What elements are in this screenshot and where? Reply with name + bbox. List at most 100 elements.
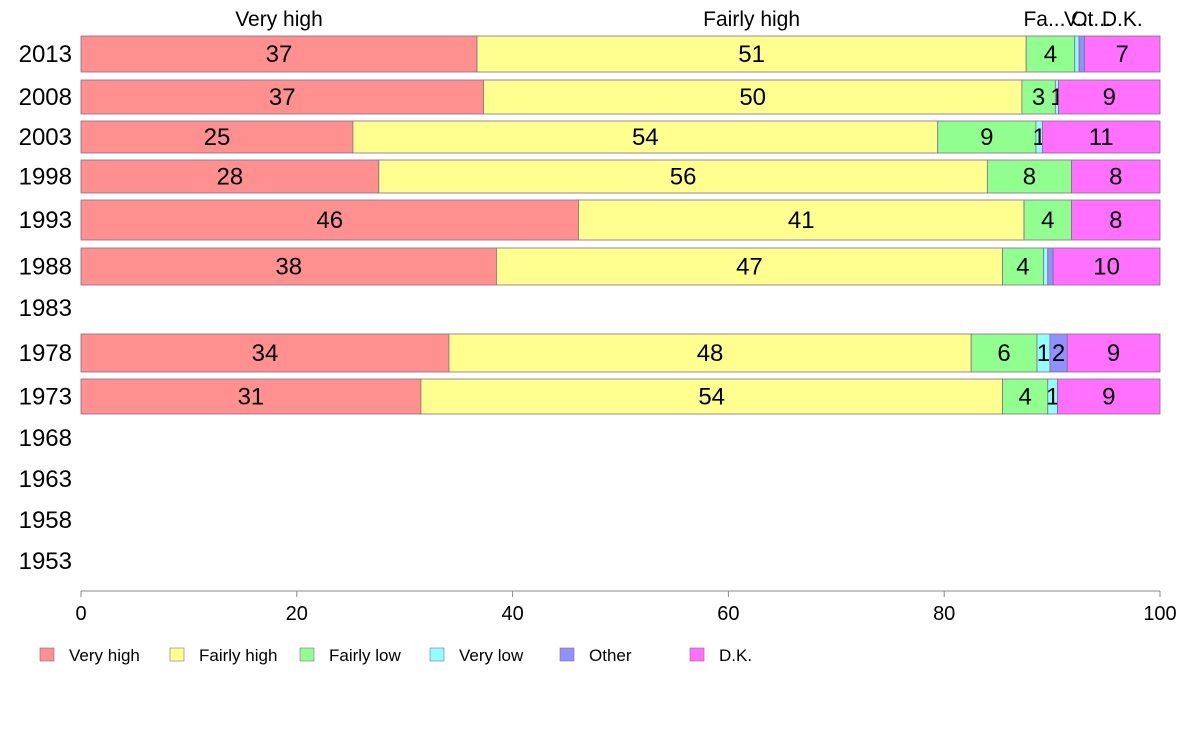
segment-label: 31: [238, 384, 265, 411]
legend-label: Fairly high: [199, 646, 277, 665]
segment-label: 4: [1018, 384, 1031, 411]
segment-label: 7: [1116, 41, 1129, 68]
bar-segment: [80, 159, 380, 194]
segment-label: 9: [1102, 384, 1115, 411]
bar-segment: [1078, 35, 1085, 73]
segment-label: 9: [1107, 340, 1120, 367]
segment-label: 1: [1037, 340, 1050, 367]
legend-label: Very low: [459, 646, 524, 665]
year-label: 1958: [19, 507, 72, 534]
year-label: 1963: [19, 466, 72, 493]
bar-segment: [1021, 79, 1056, 115]
x-tick-label: 0: [75, 603, 86, 625]
x-tick-label: 100: [1143, 603, 1176, 625]
segment-label: 50: [739, 84, 766, 111]
segment-label: 48: [697, 340, 724, 367]
year-label: 1983: [19, 295, 72, 322]
year-label: 2008: [19, 84, 72, 111]
bar-segment: [1025, 35, 1076, 73]
bar-segment: [1066, 333, 1161, 373]
year-label: 1953: [19, 548, 72, 575]
top-column-label: Fairly high: [703, 8, 800, 31]
bar-segment: [1057, 378, 1161, 415]
legend-label: D.K.: [719, 646, 752, 665]
top-column-label: V...: [1064, 8, 1094, 31]
segment-label: 11: [1089, 124, 1114, 151]
bar-segment: [420, 378, 1003, 415]
segment-label: 1: [1046, 384, 1059, 411]
segment-label: 46: [316, 207, 343, 234]
bar-segment: [80, 199, 579, 241]
segment-label: 8: [1023, 164, 1036, 191]
bar-segment: [578, 199, 1025, 241]
legend-swatch: [689, 647, 705, 662]
x-tick-label: 20: [286, 603, 308, 625]
bar-segment: [352, 120, 939, 154]
bar-segment: [1023, 199, 1072, 241]
bar-segment: [970, 333, 1038, 373]
year-label: 1988: [19, 254, 72, 281]
bar-segment: [80, 247, 497, 286]
segment-label: 9: [1103, 84, 1116, 111]
segment-label: 2: [1052, 340, 1065, 367]
segment-label: 34: [252, 340, 279, 367]
legend-swatch: [299, 647, 315, 662]
bar-segment: [80, 35, 478, 73]
segment-label: 37: [266, 41, 293, 68]
year-label: 1973: [19, 384, 72, 411]
bar-segment: [1041, 120, 1161, 154]
bar-segment: [1071, 159, 1161, 194]
legend-swatch: [429, 647, 445, 662]
x-tick-label: 60: [717, 603, 739, 625]
bar-segment: [1052, 247, 1161, 286]
bar-segment: [1043, 247, 1049, 286]
segment-label: 4: [1041, 207, 1054, 234]
segment-label: 54: [698, 384, 725, 411]
segment-label: 6: [997, 340, 1010, 367]
segment-label: 28: [217, 164, 244, 191]
top-column-label: D.K.: [1102, 8, 1143, 31]
bar-segment: [1047, 247, 1054, 286]
top-column-label: Very high: [235, 8, 323, 31]
segment-label: 37: [269, 84, 296, 111]
segment-label: 25: [204, 124, 231, 151]
bar-segment: [986, 159, 1072, 194]
bar-segment: [80, 79, 484, 115]
legend-label: Very high: [69, 646, 140, 665]
year-label: 1998: [19, 164, 72, 191]
legend: Very high Fairly high Fairly low Very low Ot…: [39, 646, 752, 665]
top-labels: Very high Fairly high Fa...V...Ot...D.K.: [235, 8, 1142, 31]
segment-label: 9: [980, 124, 993, 151]
year-label: 1968: [19, 425, 72, 452]
segment-label: 47: [736, 254, 763, 281]
segment-label: 10: [1093, 254, 1120, 281]
segment-label: 41: [788, 207, 815, 234]
bar-segment: [1084, 35, 1161, 73]
segment-label: 4: [1044, 41, 1057, 68]
year-labels: 2013 2008 2003 1998 1993 1988 1983 1978 1973 1968…: [19, 41, 72, 575]
segment-label: 8: [1109, 207, 1122, 234]
segment-label: 56: [670, 164, 697, 191]
x-tick-label: 40: [501, 603, 523, 625]
segment-label: 51: [738, 41, 765, 68]
segment-label: 8: [1109, 164, 1122, 191]
bar-segment: [448, 333, 972, 373]
legend-swatch: [39, 647, 55, 662]
bar-segment: [483, 79, 1023, 115]
bar-segment: [937, 120, 1037, 154]
legend-swatch: [169, 647, 185, 662]
top-column-label: Ot...: [1071, 8, 1111, 31]
bar-segment: [1074, 35, 1080, 73]
top-column-label: Fa...: [1023, 8, 1065, 31]
bar-segment: [1071, 199, 1161, 241]
year-label: 2013: [19, 41, 72, 68]
segment-label: 54: [632, 124, 659, 151]
segment-label: 38: [275, 254, 302, 281]
year-label: 2003: [19, 124, 72, 151]
segment-label: 3: [1032, 84, 1045, 111]
legend-label: Other: [589, 646, 632, 665]
legend-swatch: [559, 647, 575, 662]
bar-segment: [378, 159, 988, 194]
